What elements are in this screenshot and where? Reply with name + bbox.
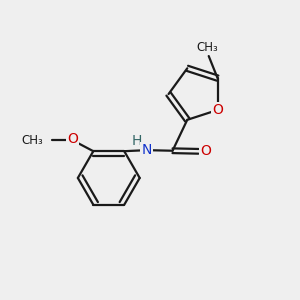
Text: CH₃: CH₃ <box>196 41 218 54</box>
Text: O: O <box>67 132 78 146</box>
Text: O: O <box>212 103 223 117</box>
Text: N: N <box>141 143 152 157</box>
Text: CH₃: CH₃ <box>21 134 43 146</box>
Text: H: H <box>132 134 142 148</box>
Text: O: O <box>200 144 211 158</box>
